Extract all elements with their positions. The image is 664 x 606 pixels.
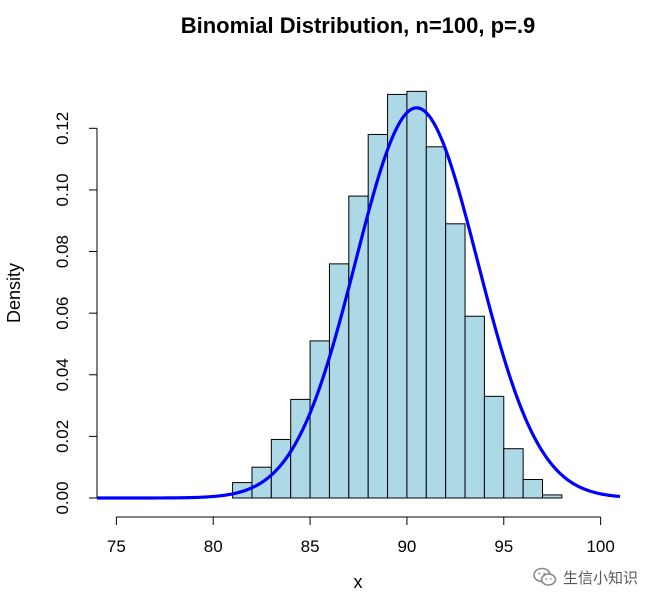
x-axis: 75 80 85 90 95 100 xyxy=(107,516,615,556)
y-tick-label: 0.00 xyxy=(53,481,72,514)
watermark: 生信小知识 xyxy=(533,565,638,589)
histogram-bar xyxy=(406,90,427,499)
histogram-bar xyxy=(503,448,524,499)
x-tick-label: 85 xyxy=(301,537,320,556)
histogram-bar xyxy=(270,438,292,499)
x-tick-label: 75 xyxy=(107,537,126,556)
histogram-bar xyxy=(387,93,408,499)
histogram-bar xyxy=(367,133,389,499)
histogram-bars xyxy=(232,90,563,499)
y-tick-label: 0.06 xyxy=(53,297,72,330)
histogram-bar xyxy=(483,395,505,499)
y-tick-label: 0.12 xyxy=(53,112,72,145)
y-axis: 0.00 0.02 0.04 0.06 0.08 0.10 0.12 xyxy=(53,112,98,515)
x-tick-label: 80 xyxy=(204,537,223,556)
y-tick-label: 0.04 xyxy=(53,358,72,391)
y-tick-label: 0.02 xyxy=(53,420,72,453)
y-axis-label: Density xyxy=(4,263,24,323)
density-curve xyxy=(97,106,621,500)
histogram-bar xyxy=(522,479,544,499)
x-tick-label: 90 xyxy=(397,537,416,556)
histogram-bar xyxy=(425,146,447,499)
y-tick-label: 0.10 xyxy=(53,173,72,206)
histogram-bar xyxy=(542,494,563,499)
wechat-icon xyxy=(533,567,557,586)
x-tick-label: 95 xyxy=(494,537,513,556)
histogram-bar xyxy=(348,195,369,499)
watermark-text: 生信小知识 xyxy=(563,568,639,587)
y-tick-label: 0.08 xyxy=(53,235,72,268)
x-tick-label: 100 xyxy=(586,537,614,556)
histogram-bar xyxy=(464,315,485,499)
x-axis-label: x xyxy=(354,572,363,592)
histogram-bar xyxy=(445,223,466,499)
chart-title: Binomial Distribution, n=100, p=.9 xyxy=(181,13,536,38)
